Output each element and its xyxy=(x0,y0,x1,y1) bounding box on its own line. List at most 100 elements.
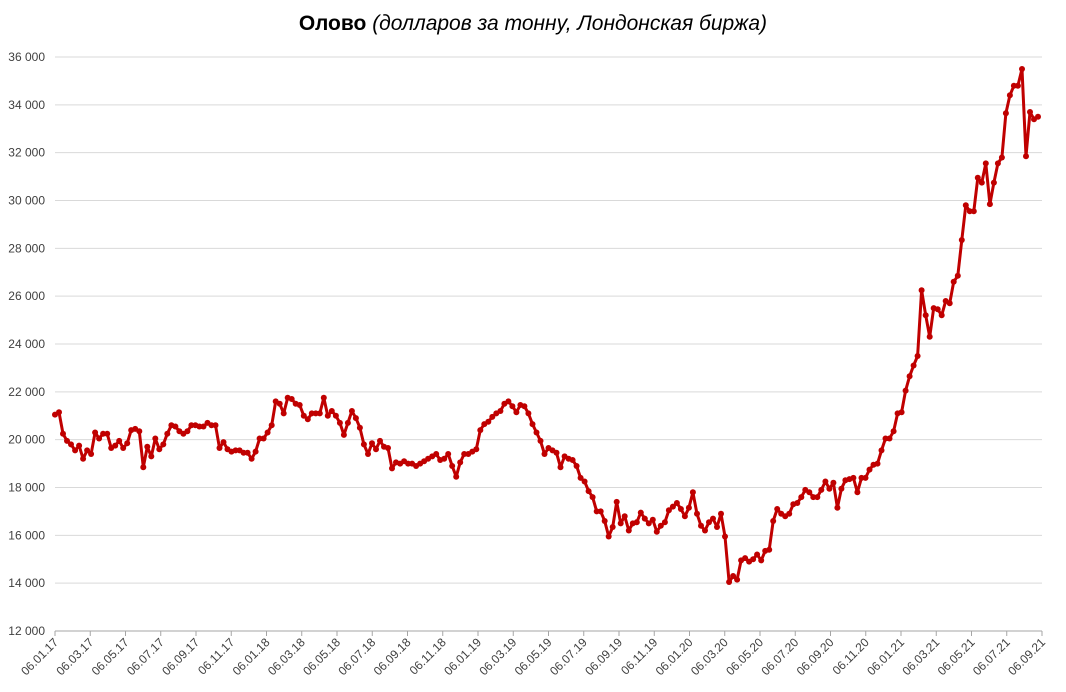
data-point xyxy=(645,520,652,527)
x-tick-label: 06.09.20 xyxy=(794,635,837,678)
data-point xyxy=(268,422,275,429)
data-point xyxy=(734,576,741,583)
data-point xyxy=(76,442,83,449)
data-point xyxy=(974,174,981,181)
y-tick-label: 30 000 xyxy=(8,194,45,208)
data-point xyxy=(998,154,1005,161)
x-tick-label: 06.03.21 xyxy=(899,635,942,678)
data-point xyxy=(685,504,692,511)
x-tick-label: 06.05.21 xyxy=(935,635,978,678)
data-point xyxy=(886,435,893,442)
data-point xyxy=(365,451,371,457)
x-tick-label: 06.01.19 xyxy=(441,635,484,678)
data-point xyxy=(681,513,688,520)
data-point xyxy=(814,494,821,501)
data-point xyxy=(264,429,271,436)
data-point xyxy=(597,508,604,515)
data-point xyxy=(68,441,74,448)
data-point xyxy=(862,474,869,481)
data-point xyxy=(140,464,147,471)
data-point xyxy=(156,446,163,453)
data-point xyxy=(954,272,961,279)
data-point xyxy=(1002,110,1009,117)
y-tick-label: 18 000 xyxy=(8,481,45,495)
data-point xyxy=(473,446,480,453)
data-point xyxy=(706,519,712,526)
data-point xyxy=(569,457,576,463)
data-point xyxy=(453,473,460,480)
data-point xyxy=(385,445,391,451)
data-point xyxy=(1027,109,1033,115)
series-points xyxy=(52,66,1041,585)
x-tick-label: 06.07.18 xyxy=(335,635,378,678)
data-point xyxy=(581,478,588,485)
data-point xyxy=(340,431,347,438)
data-point xyxy=(92,429,99,436)
data-point xyxy=(661,519,668,526)
data-point xyxy=(352,415,359,422)
data-point xyxy=(252,448,259,455)
data-point xyxy=(878,447,885,454)
data-point xyxy=(244,449,251,456)
data-point xyxy=(280,410,287,417)
data-point xyxy=(838,485,845,492)
data-point xyxy=(637,509,644,516)
data-point xyxy=(136,428,143,435)
y-tick-label: 34 000 xyxy=(8,98,45,112)
data-point xyxy=(324,412,331,419)
data-point xyxy=(653,528,660,535)
data-point xyxy=(914,353,921,359)
data-point xyxy=(348,408,355,414)
data-point xyxy=(356,424,363,431)
data-point xyxy=(573,463,580,469)
y-tick-label: 20 000 xyxy=(8,433,45,447)
data-point xyxy=(260,435,267,442)
data-point xyxy=(874,460,881,467)
data-point xyxy=(609,524,616,530)
data-point xyxy=(541,451,548,457)
x-axis-ticks: 06.01.1706.03.1706.05.1706.07.1706.09.17… xyxy=(18,631,1048,678)
data-point xyxy=(509,403,516,410)
data-point xyxy=(120,445,127,451)
data-point xyxy=(834,504,841,511)
data-point xyxy=(633,519,640,526)
data-point xyxy=(806,489,813,496)
data-point xyxy=(160,441,167,448)
data-point xyxy=(1023,153,1029,160)
y-tick-label: 22 000 xyxy=(8,385,45,399)
data-point xyxy=(144,443,151,450)
data-point xyxy=(902,387,909,394)
data-point xyxy=(758,557,765,564)
y-tick-label: 16 000 xyxy=(8,528,45,542)
data-point xyxy=(248,455,255,462)
x-tick-label: 06.01.18 xyxy=(230,635,273,678)
data-point xyxy=(702,527,708,534)
series-line-group xyxy=(54,67,1039,584)
data-point xyxy=(485,418,492,425)
data-point xyxy=(613,498,620,505)
x-tick-label: 06.05.19 xyxy=(512,635,555,678)
data-point xyxy=(200,423,207,430)
data-point xyxy=(433,451,440,457)
x-tick-label: 06.05.20 xyxy=(723,635,766,678)
data-point xyxy=(88,451,95,457)
data-point xyxy=(754,551,761,558)
x-tick-label: 06.07.19 xyxy=(547,635,590,678)
data-point xyxy=(669,503,676,510)
data-point xyxy=(477,427,484,434)
x-tick-label: 06.03.20 xyxy=(688,635,731,678)
data-point xyxy=(557,464,564,471)
data-point xyxy=(457,459,464,466)
x-tick-label: 06.09.17 xyxy=(159,635,202,678)
data-point xyxy=(585,488,592,495)
data-point xyxy=(212,422,219,429)
y-tick-label: 28 000 xyxy=(8,241,45,255)
data-point xyxy=(750,556,757,563)
data-point xyxy=(710,515,716,522)
data-point xyxy=(726,579,733,585)
data-point xyxy=(328,408,335,414)
data-point xyxy=(1014,82,1021,89)
data-point xyxy=(770,518,777,524)
data-point xyxy=(722,533,728,540)
data-point xyxy=(112,442,119,449)
